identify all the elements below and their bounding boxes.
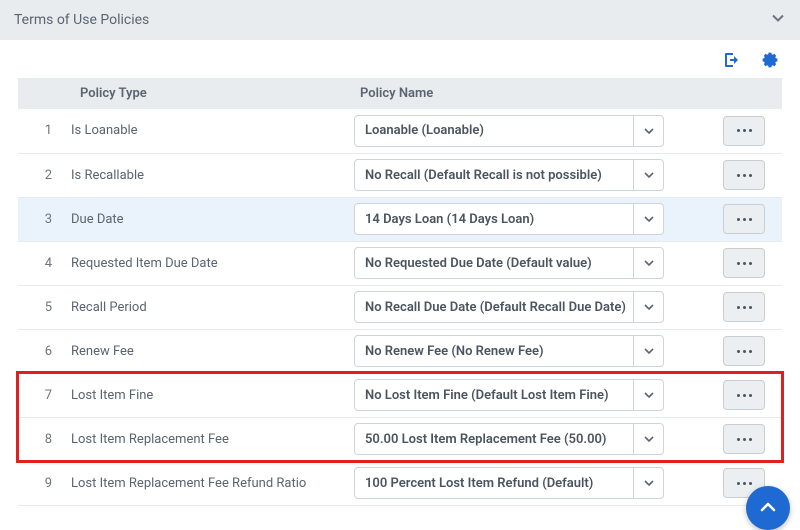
row-actions-cell <box>722 285 782 329</box>
policy-name-dropdown[interactable]: Loanable (Loanable) <box>354 115 664 147</box>
table-row: 1Is LoanableLoanable (Loanable) <box>18 109 782 153</box>
export-icon[interactable] <box>722 50 742 70</box>
dropdown-value: 50.00 Lost Item Replacement Fee (50.00) <box>355 424 633 454</box>
scroll-up-fab[interactable] <box>746 486 790 530</box>
row-actions-cell <box>722 197 782 241</box>
col-header-actions <box>722 78 782 109</box>
caret-down-icon[interactable] <box>633 116 663 146</box>
col-header-num <box>18 78 70 109</box>
table-row: 8Lost Item Replacement Fee50.00 Lost Ite… <box>18 417 782 461</box>
row-number: 8 <box>18 417 70 461</box>
chevron-down-icon <box>770 10 786 30</box>
row-number: 1 <box>18 109 70 153</box>
table-row: 7Lost Item FineNo Lost Item Fine (Defaul… <box>18 373 782 417</box>
dropdown-value: No Requested Due Date (Default value) <box>355 248 633 278</box>
dropdown-value: 100 Percent Lost Item Refund (Default) <box>355 468 633 498</box>
caret-down-icon[interactable] <box>633 160 663 190</box>
policy-name-cell: No Lost Item Fine (Default Lost Item Fin… <box>350 373 722 417</box>
policy-type-cell: Lost Item Fine <box>70 373 350 417</box>
policy-name-cell: No Recall Due Date (Default Recall Due D… <box>350 285 722 329</box>
row-actions-cell <box>722 153 782 197</box>
policy-type-cell: Recall Period <box>70 285 350 329</box>
row-number: 3 <box>18 197 70 241</box>
gear-icon[interactable] <box>760 50 780 70</box>
row-number: 6 <box>18 329 70 373</box>
row-actions-button[interactable] <box>723 292 765 322</box>
dropdown-value: No Recall (Default Recall is not possibl… <box>355 160 633 190</box>
policy-name-cell: 50.00 Lost Item Replacement Fee (50.00) <box>350 417 722 461</box>
policy-type-cell: Is Loanable <box>70 109 350 153</box>
policy-type-cell: Lost Item Replacement Fee <box>70 417 350 461</box>
table-row: 3Due Date14 Days Loan (14 Days Loan) <box>18 197 782 241</box>
row-number: 4 <box>18 241 70 285</box>
row-actions-button[interactable] <box>723 336 765 366</box>
dropdown-value: Loanable (Loanable) <box>355 116 633 146</box>
row-actions-button[interactable] <box>723 380 765 410</box>
policy-name-dropdown[interactable]: No Lost Item Fine (Default Lost Item Fin… <box>354 379 664 411</box>
table-row: 9Lost Item Replacement Fee Refund Ratio1… <box>18 461 782 505</box>
policy-name-cell: 14 Days Loan (14 Days Loan) <box>350 197 722 241</box>
table-row: 6Renew FeeNo Renew Fee (No Renew Fee) <box>18 329 782 373</box>
caret-down-icon[interactable] <box>633 336 663 366</box>
policy-type-cell: Lost Item Replacement Fee Refund Ratio <box>70 461 350 505</box>
row-number: 9 <box>18 461 70 505</box>
policy-name-cell: No Recall (Default Recall is not possibl… <box>350 153 722 197</box>
row-number: 7 <box>18 373 70 417</box>
dropdown-value: No Lost Item Fine (Default Lost Item Fin… <box>355 380 633 410</box>
policy-type-cell: Requested Item Due Date <box>70 241 350 285</box>
row-actions-button[interactable] <box>723 248 765 278</box>
policy-name-dropdown[interactable]: No Requested Due Date (Default value) <box>354 247 664 279</box>
policy-type-cell: Renew Fee <box>70 329 350 373</box>
policy-name-dropdown[interactable]: No Recall Due Date (Default Recall Due D… <box>354 291 664 323</box>
policy-name-cell: Loanable (Loanable) <box>350 109 722 153</box>
caret-down-icon[interactable] <box>633 248 663 278</box>
policy-type-cell: Due Date <box>70 197 350 241</box>
row-actions-cell <box>722 373 782 417</box>
panel-title: Terms of Use Policies <box>14 12 149 28</box>
policy-name-cell: No Requested Due Date (Default value) <box>350 241 722 285</box>
row-actions-cell <box>722 417 782 461</box>
panel-header[interactable]: Terms of Use Policies <box>0 0 800 40</box>
col-header-name[interactable]: Policy Name <box>350 78 722 109</box>
table-row: 5Recall PeriodNo Recall Due Date (Defaul… <box>18 285 782 329</box>
table-wrap: Policy Type Policy Name 1Is LoanableLoan… <box>0 78 800 526</box>
policy-type-cell: Is Recallable <box>70 153 350 197</box>
caret-down-icon[interactable] <box>633 380 663 410</box>
policy-name-dropdown[interactable]: 100 Percent Lost Item Refund (Default) <box>354 467 664 499</box>
row-actions-button[interactable] <box>723 204 765 234</box>
table-row: 4Requested Item Due DateNo Requested Due… <box>18 241 782 285</box>
dropdown-value: No Recall Due Date (Default Recall Due D… <box>355 292 633 322</box>
policy-name-dropdown[interactable]: 50.00 Lost Item Replacement Fee (50.00) <box>354 423 664 455</box>
toolbar <box>0 40 800 78</box>
caret-down-icon[interactable] <box>633 424 663 454</box>
policy-name-cell: 100 Percent Lost Item Refund (Default) <box>350 461 722 505</box>
row-actions-button[interactable] <box>723 116 765 146</box>
dropdown-value: No Renew Fee (No Renew Fee) <box>355 336 633 366</box>
caret-down-icon[interactable] <box>633 468 663 498</box>
row-actions-button[interactable] <box>723 424 765 454</box>
policy-name-dropdown[interactable]: No Renew Fee (No Renew Fee) <box>354 335 664 367</box>
col-header-type[interactable]: Policy Type <box>70 78 350 109</box>
caret-down-icon[interactable] <box>633 204 663 234</box>
row-actions-cell <box>722 329 782 373</box>
row-actions-cell <box>722 241 782 285</box>
row-number: 5 <box>18 285 70 329</box>
table-row: 2Is RecallableNo Recall (Default Recall … <box>18 153 782 197</box>
caret-down-icon[interactable] <box>633 292 663 322</box>
row-actions-cell <box>722 109 782 153</box>
policies-table: Policy Type Policy Name 1Is LoanableLoan… <box>18 78 782 506</box>
policy-name-dropdown[interactable]: No Recall (Default Recall is not possibl… <box>354 159 664 191</box>
dropdown-value: 14 Days Loan (14 Days Loan) <box>355 204 633 234</box>
policy-name-dropdown[interactable]: 14 Days Loan (14 Days Loan) <box>354 203 664 235</box>
policy-name-cell: No Renew Fee (No Renew Fee) <box>350 329 722 373</box>
row-actions-button[interactable] <box>723 160 765 190</box>
row-number: 2 <box>18 153 70 197</box>
